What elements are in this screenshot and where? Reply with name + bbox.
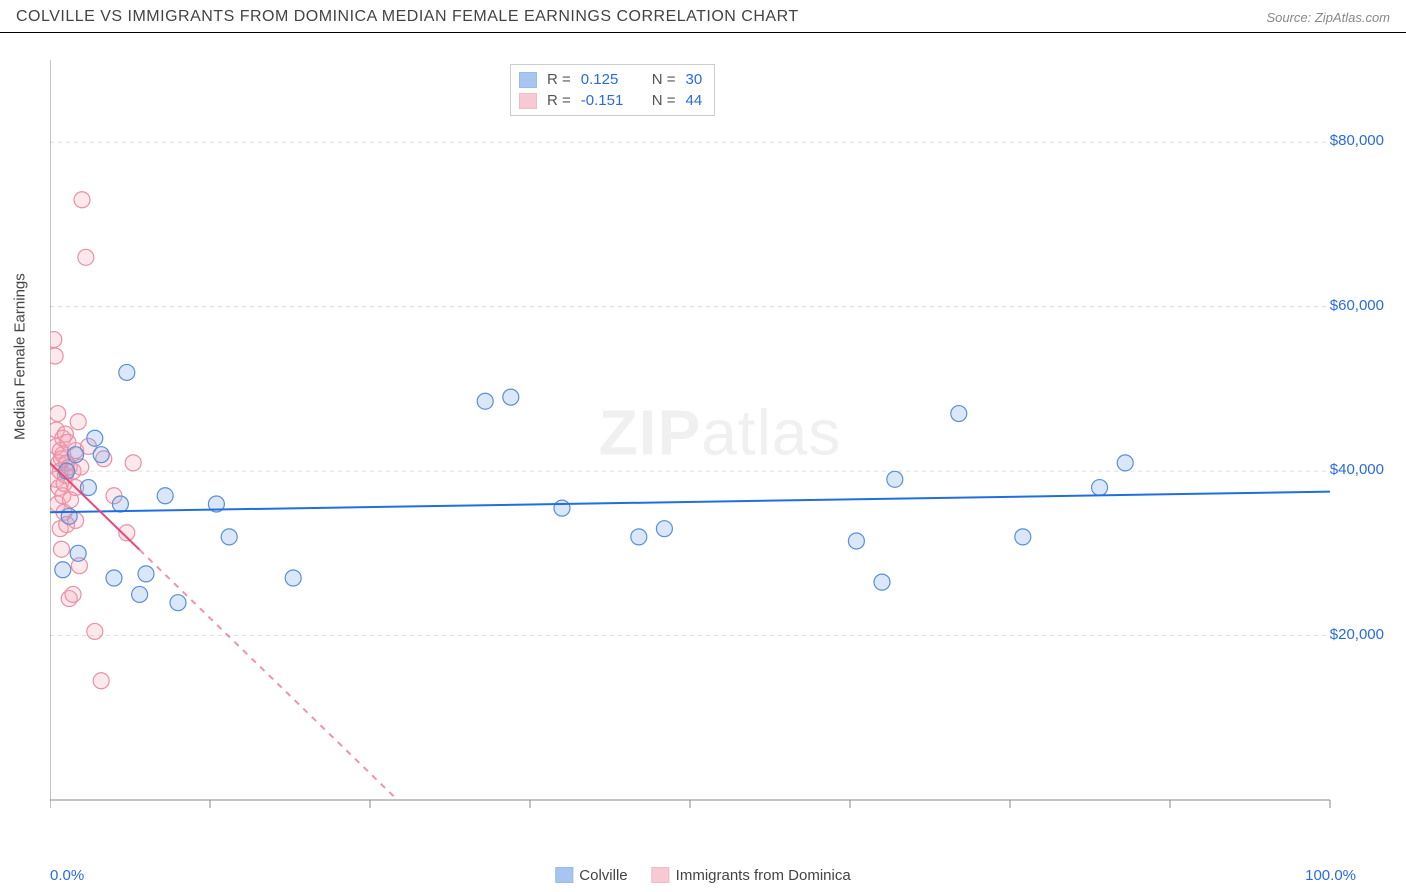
chart-header: COLVILLE VS IMMIGRANTS FROM DOMINICA MED…: [0, 0, 1406, 33]
n-value-dominica: 44: [686, 92, 703, 109]
n-label: N =: [652, 92, 676, 109]
n-value-colville: 30: [686, 71, 703, 88]
scatter-plot: [50, 60, 1390, 820]
x-axis-end: 100.0%: [1305, 867, 1356, 884]
chart-footer: 0.0% Colville Immigrants from Dominica 1…: [0, 858, 1406, 892]
r-value-colville: 0.125: [581, 71, 636, 88]
y-tick-label: $60,000: [1330, 297, 1384, 314]
y-tick-label: $40,000: [1330, 461, 1384, 478]
legend-row-dominica: R = -0.151 N = 44: [519, 90, 702, 111]
legend-row-colville: R = 0.125 N = 30: [519, 69, 702, 90]
legend-swatch-colville: [519, 72, 537, 88]
chart-title: COLVILLE VS IMMIGRANTS FROM DOMINICA MED…: [16, 8, 799, 26]
r-label: R =: [547, 71, 571, 88]
legend-label-colville: Colville: [579, 867, 627, 884]
x-axis-start: 0.0%: [50, 867, 84, 884]
chart-source: Source: ZipAtlas.com: [1266, 10, 1390, 25]
r-value-dominica: -0.151: [581, 92, 636, 109]
legend-item-dominica: Immigrants from Dominica: [652, 867, 851, 884]
legend-item-colville: Colville: [555, 867, 627, 884]
y-axis-label: Median Female Earnings: [12, 273, 29, 440]
n-label: N =: [652, 71, 676, 88]
chart-area: Median Female Earnings R = 0.125 N = 30 …: [50, 60, 1390, 820]
legend-label-dominica: Immigrants from Dominica: [676, 867, 851, 884]
series-legend: Colville Immigrants from Dominica: [555, 867, 850, 884]
y-tick-label: $80,000: [1330, 132, 1384, 149]
legend-swatch-dominica: [652, 867, 670, 883]
legend-swatch-colville: [555, 867, 573, 883]
correlation-legend: R = 0.125 N = 30 R = -0.151 N = 44: [510, 64, 715, 116]
legend-swatch-dominica: [519, 93, 537, 109]
y-tick-label: $20,000: [1330, 626, 1384, 643]
r-label: R =: [547, 92, 571, 109]
